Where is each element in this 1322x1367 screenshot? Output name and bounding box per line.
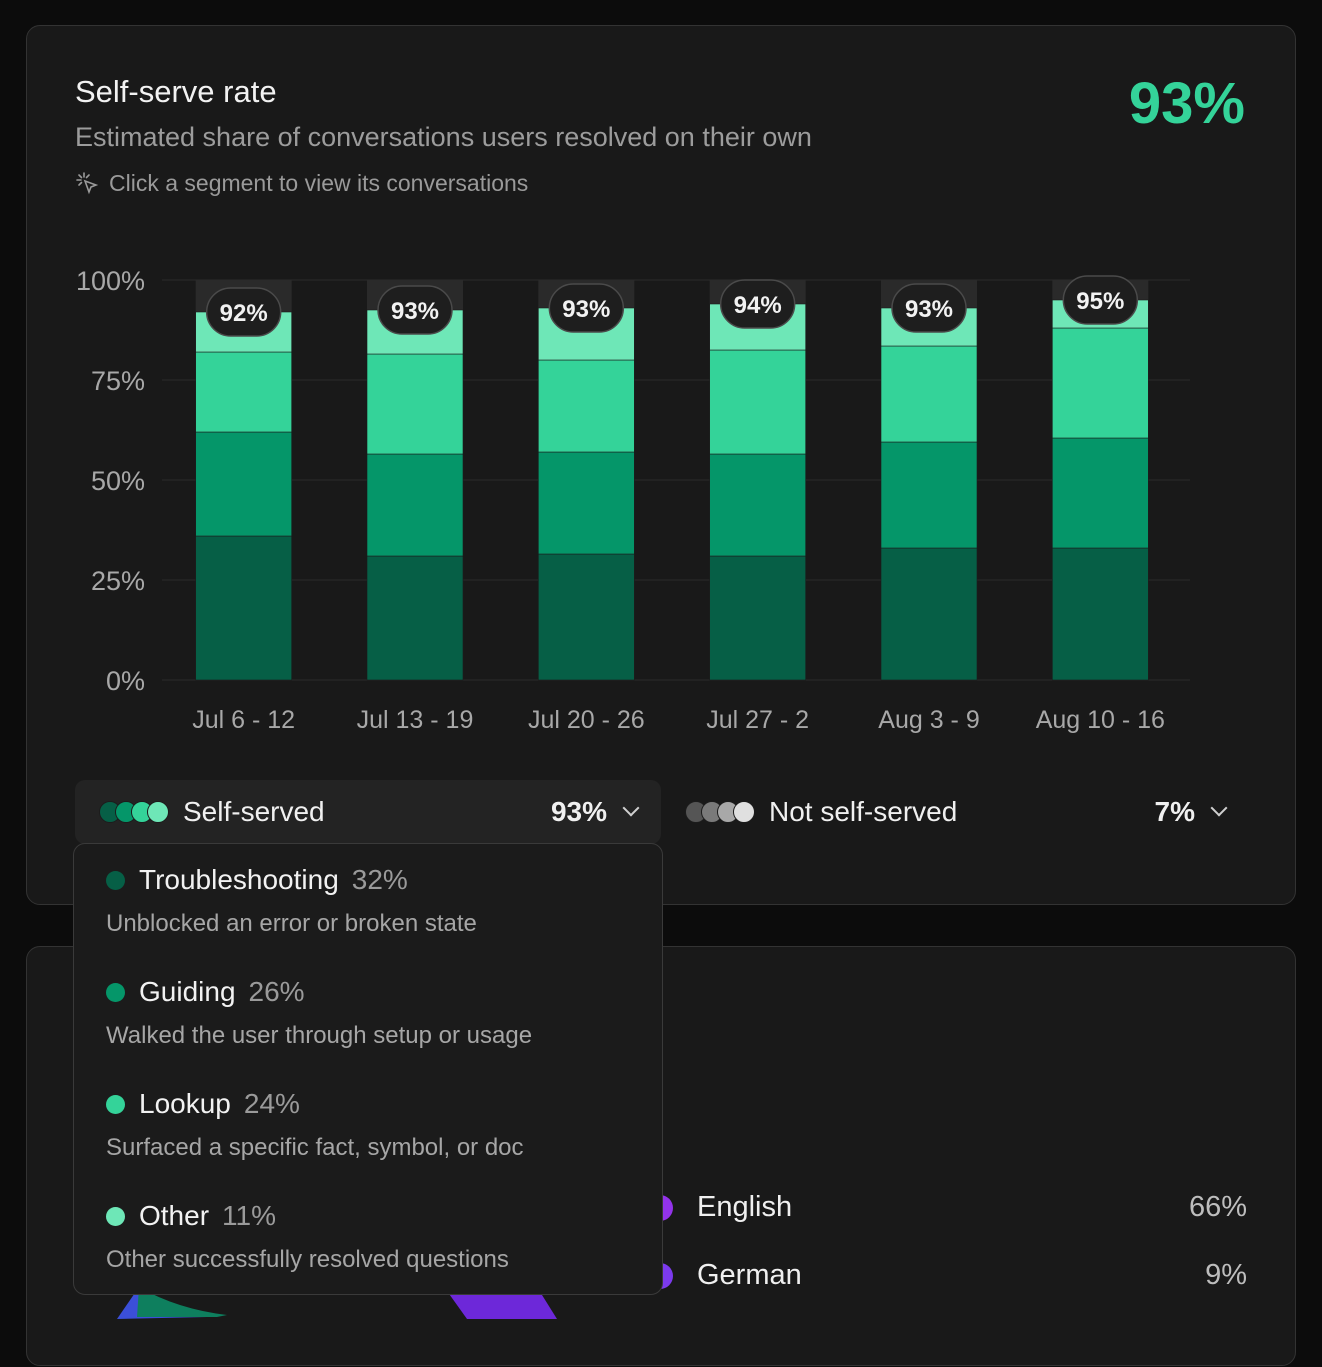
language-value: 66%: [1188, 1191, 1247, 1223]
y-tick-label: 75%: [91, 366, 145, 396]
dropdown-item-desc: Other successfully resolved questions: [106, 1246, 509, 1273]
bar-segment-lookup: [366, 353, 464, 455]
bar-segment-troubleshooting: [709, 555, 806, 681]
total-label-pill: [377, 285, 453, 335]
bar-segment-guiding: [538, 451, 635, 555]
total-label: 93%: [905, 296, 953, 323]
dropdown-item-guiding[interactable]: Guiding 26% Walked the user through setu…: [106, 976, 532, 1050]
hint: Click a segment to view its conversation…: [75, 170, 528, 197]
language-value: 9%: [1205, 1259, 1247, 1291]
total-label-pill: [719, 279, 796, 329]
dropdown-item-lookup[interactable]: Lookup 24% Surfaced a specific fact, sym…: [106, 1088, 524, 1162]
x-tick-label: Jul 20 - 26: [528, 706, 645, 734]
total-label: 95%: [1076, 288, 1124, 315]
bar-segment-lookup: [1052, 327, 1149, 439]
self-served-swatches-icon: [99, 801, 169, 823]
x-tick-label: Jul 6 - 12: [192, 706, 295, 734]
legend-self-served[interactable]: Self-served 93%: [75, 780, 661, 844]
y-tick-label: 50%: [91, 466, 145, 496]
y-tick-label: 25%: [91, 566, 145, 596]
bar-segment-lookup: [195, 351, 292, 433]
total-label: 93%: [562, 296, 610, 323]
not-self-served-swatches-icon: [685, 801, 755, 823]
dropdown-item-pct: 11%: [222, 1200, 276, 1231]
dropdown-item-pct: 32%: [351, 864, 408, 895]
legend-not-self-served[interactable]: Not self-served 7%: [661, 780, 1249, 844]
bar-segment-guiding: [709, 453, 806, 557]
total-label: 92%: [220, 300, 268, 327]
total-label-pill: [205, 287, 282, 337]
bar-segment-guiding: [1052, 437, 1149, 549]
dropdown-item-desc: Unblocked an error or broken state: [106, 910, 477, 937]
language-name: German: [697, 1259, 802, 1291]
self-serve-rate-value: 93%: [1128, 71, 1245, 136]
x-tick-label: Aug 3 - 9: [878, 706, 979, 734]
x-tick-label: Jul 13 - 19: [357, 706, 474, 734]
y-tick-label: 100%: [76, 266, 145, 296]
chevron-down-icon: [622, 799, 640, 817]
legend-self-served-label: Self-served: [183, 796, 325, 827]
bar-segment-troubleshooting: [195, 535, 292, 681]
bar-segment-troubleshooting: [366, 555, 464, 681]
dropdown-item-name: Other: [139, 1200, 210, 1231]
lookup-swatch: [106, 1094, 125, 1114]
total-label-pill: [1062, 275, 1139, 325]
dropdown-item-desc: Walked the user through setup or usage: [106, 1022, 533, 1049]
dropdown-item-other[interactable]: Other 11% Other successfully resolved qu…: [106, 1200, 509, 1274]
bar-segment-guiding: [880, 441, 978, 549]
total-label: 93%: [391, 298, 439, 325]
troubleshooting-swatch: [106, 870, 125, 890]
bar-segment-guiding: [366, 453, 464, 557]
legend-not-self-served-label: Not self-served: [769, 796, 958, 827]
dropdown-item-pct: 24%: [243, 1088, 300, 1119]
bar-segment-lookup: [880, 345, 978, 443]
stacked-bar-chart: 100% 75% 50% 25% 0% 92% Jul 6 - 12 93% Jul 13 - …: [76, 266, 1190, 734]
dropdown-item-troubleshooting[interactable]: Troubleshooting 32% Unblocked an error o…: [106, 864, 477, 938]
total-label: 94%: [734, 292, 782, 319]
total-label-pill: [548, 283, 625, 333]
x-tick-label: Aug 10 - 16: [1036, 706, 1165, 734]
hint-text: Click a segment to view its conversation…: [109, 170, 529, 196]
bar-segment-troubleshooting: [538, 553, 635, 681]
bar-segment-troubleshooting: [1052, 547, 1149, 681]
card-title: Self-serve rate: [75, 74, 277, 109]
guiding-swatch: [106, 982, 125, 1002]
bar-segment-guiding: [195, 431, 292, 537]
bar-segment-troubleshooting: [880, 547, 978, 681]
total-label-pill: [891, 283, 967, 333]
bar-segment-lookup: [538, 359, 635, 453]
dropdown-item-pct: 26%: [248, 976, 305, 1007]
click-cursor-icon: [76, 171, 99, 194]
language-name: English: [697, 1191, 793, 1223]
other-swatch: [106, 1206, 125, 1226]
x-tick-label: Jul 27 - 2: [706, 706, 809, 734]
y-tick-label: 0%: [106, 666, 145, 696]
donut-chart-fragment: [117, 1277, 557, 1319]
dropdown-item-name: Guiding: [139, 976, 236, 1007]
dropdown-item-name: Troubleshooting: [139, 864, 339, 895]
chevron-down-icon: [1210, 799, 1228, 817]
dropdown-item-desc: Surfaced a specific fact, symbol, or doc: [106, 1134, 524, 1161]
card-subtitle: Estimated share of conversations users r…: [75, 122, 812, 152]
self-served-dropdown: Troubleshooting 32% Unblocked an error o…: [73, 843, 663, 1295]
dropdown-item-name: Lookup: [139, 1088, 231, 1119]
legend-not-self-served-value: 7%: [1154, 796, 1195, 827]
language-row[interactable]: English 66%: [647, 1191, 1247, 1224]
bar-segment-lookup: [709, 349, 806, 455]
legend-self-served-value: 93%: [550, 796, 607, 827]
